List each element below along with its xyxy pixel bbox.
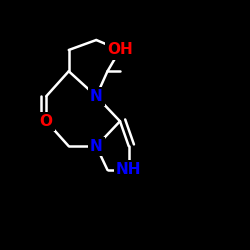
Text: NH: NH	[116, 162, 141, 178]
Text: O: O	[40, 114, 53, 129]
Text: N: N	[90, 139, 103, 154]
Text: N: N	[90, 89, 103, 104]
Text: OH: OH	[107, 42, 133, 58]
